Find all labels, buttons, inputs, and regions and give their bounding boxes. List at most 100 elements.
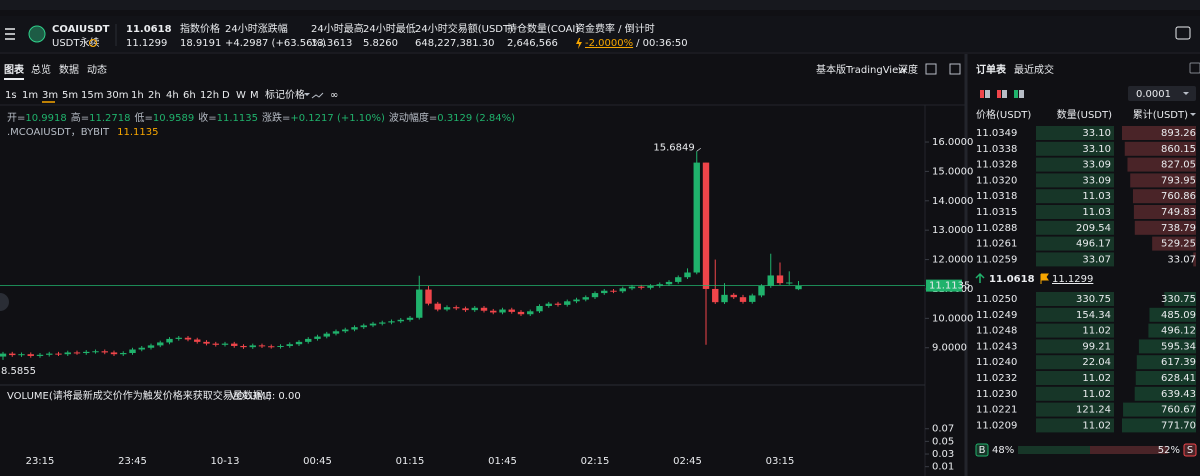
chart-mode[interactable]: TradingView xyxy=(845,65,906,76)
scroll-button[interactable] xyxy=(0,293,9,311)
interval[interactable]: 5m xyxy=(62,90,78,101)
book-qty: 11.02 xyxy=(1082,373,1111,384)
book-price: 11.0349 xyxy=(976,128,1017,139)
depth-bar xyxy=(1193,252,1196,267)
legend-value: +0.1217 (+1.10%) xyxy=(290,113,385,124)
chart-mode[interactable]: 深度 xyxy=(898,63,918,76)
book-total: 760.86 xyxy=(1161,191,1196,202)
candle-body xyxy=(184,337,192,340)
book-qty: 11.02 xyxy=(1082,326,1111,337)
sell-badge xyxy=(1183,443,1197,457)
depth-bar xyxy=(1134,220,1196,235)
stat-label: 资金费率 / 倒计时 xyxy=(575,22,655,35)
candle-body xyxy=(83,351,90,354)
price-type[interactable]: 标记价格 xyxy=(265,88,305,101)
interval[interactable]: 2h xyxy=(148,90,161,101)
qty-bg xyxy=(1036,126,1114,140)
chart-tab[interactable]: 数据 xyxy=(59,63,79,76)
candle-body xyxy=(314,336,321,339)
candle-body xyxy=(517,311,525,315)
interval[interactable]: 15m xyxy=(81,90,103,101)
candle-body xyxy=(175,337,182,339)
indicator-icon[interactable] xyxy=(311,92,324,99)
candle-body xyxy=(554,303,562,305)
symbol: COAIUSDT xyxy=(52,24,110,35)
book-price: 11.0230 xyxy=(976,389,1017,400)
depth-bar xyxy=(1136,355,1196,370)
lightning-icon xyxy=(576,38,582,49)
x-tick-label: 00:45 xyxy=(303,456,332,467)
candle-body xyxy=(656,284,663,287)
candle-body xyxy=(471,307,478,311)
stat-value: -2.0000%/ 00:36:50 xyxy=(585,38,688,49)
book-total: 771.70 xyxy=(1161,420,1196,431)
interval[interactable]: 3m xyxy=(42,90,58,101)
qty-bg xyxy=(1036,236,1114,251)
ohlc-legend: 开=10.9918 高=11.2718 低=10.9589 收=11.1135 涨跌=+… xyxy=(7,111,515,124)
view-icon xyxy=(1019,90,1024,98)
book-price: 11.0232 xyxy=(976,373,1017,384)
interval[interactable]: W xyxy=(236,90,246,101)
candle-body xyxy=(406,317,414,320)
precision-select[interactable] xyxy=(1128,86,1196,101)
interval[interactable]: D xyxy=(222,90,230,101)
interval[interactable]: 12h xyxy=(200,90,219,101)
contract-type: USDT永续 xyxy=(52,36,99,49)
candle-body xyxy=(166,338,173,343)
candle-body xyxy=(18,354,25,356)
ticker-bar xyxy=(0,16,1200,52)
depth-bar xyxy=(1152,236,1196,251)
chart-tab[interactable]: 总览 xyxy=(31,63,51,76)
interval[interactable]: 1m xyxy=(22,90,38,101)
legend-value: 0.3129 (2.84%) xyxy=(437,113,515,124)
book-total: 893.26 xyxy=(1161,128,1196,139)
menu-icon[interactable] xyxy=(5,28,15,40)
interval[interactable]: M xyxy=(250,90,259,101)
interval[interactable]: 1s xyxy=(5,90,17,101)
view-icon[interactable] xyxy=(980,90,984,98)
interval[interactable]: 1h xyxy=(131,90,144,101)
interval[interactable]: 6h xyxy=(183,90,196,101)
panel-icon[interactable] xyxy=(1189,62,1200,74)
chart-tab[interactable]: 图表 xyxy=(4,63,25,76)
volume-title: VOLUME(请将最新成交价作为触发价格来获取交易量数据。) xyxy=(7,389,272,402)
candle-body xyxy=(388,321,395,323)
qty-bg xyxy=(1036,252,1114,267)
candle-body xyxy=(564,301,571,305)
book-price: 11.0259 xyxy=(976,254,1017,265)
mark-price: 11.1299 xyxy=(126,38,167,49)
layout-icon[interactable] xyxy=(1175,26,1191,40)
candle-body xyxy=(545,303,552,307)
compare-icon[interactable]: ∞ xyxy=(330,90,338,101)
up-arrow xyxy=(975,272,985,283)
candle-body xyxy=(675,277,682,282)
candle-body xyxy=(508,309,515,312)
book-tab[interactable]: 订单表 xyxy=(976,63,1007,76)
book-total: 496.12 xyxy=(1161,326,1196,337)
fullscreen-icon[interactable] xyxy=(949,63,961,75)
book-tab[interactable]: 最近成交 xyxy=(1014,63,1054,76)
legend-value: 10.9589 xyxy=(153,113,194,124)
book-price: 11.0328 xyxy=(976,160,1017,171)
candle-body xyxy=(749,295,756,302)
depth-bar xyxy=(1132,189,1196,204)
candle-body xyxy=(527,311,534,315)
legend-label: 开= xyxy=(7,113,25,124)
depth-bar xyxy=(1124,141,1196,156)
sort-arrow xyxy=(1190,113,1196,116)
source: .MCOAIUSDT，BYBIT xyxy=(7,127,110,138)
view-icon[interactable] xyxy=(1014,90,1018,98)
chart-tab[interactable]: 动态 xyxy=(87,63,107,76)
chart-mode[interactable]: 基本版 xyxy=(816,63,846,76)
view-icon xyxy=(1002,90,1007,98)
qty-bg xyxy=(1036,307,1114,322)
view-icon[interactable] xyxy=(997,90,1001,98)
settings-icon[interactable] xyxy=(925,63,937,75)
book-total: 827.05 xyxy=(1161,160,1196,171)
interval[interactable]: 4h xyxy=(166,90,179,101)
candle-body xyxy=(27,354,34,356)
qty-bg xyxy=(1036,189,1114,204)
candle-body xyxy=(434,303,441,310)
interval[interactable]: 30m xyxy=(106,90,128,101)
coin-logo xyxy=(28,25,46,43)
